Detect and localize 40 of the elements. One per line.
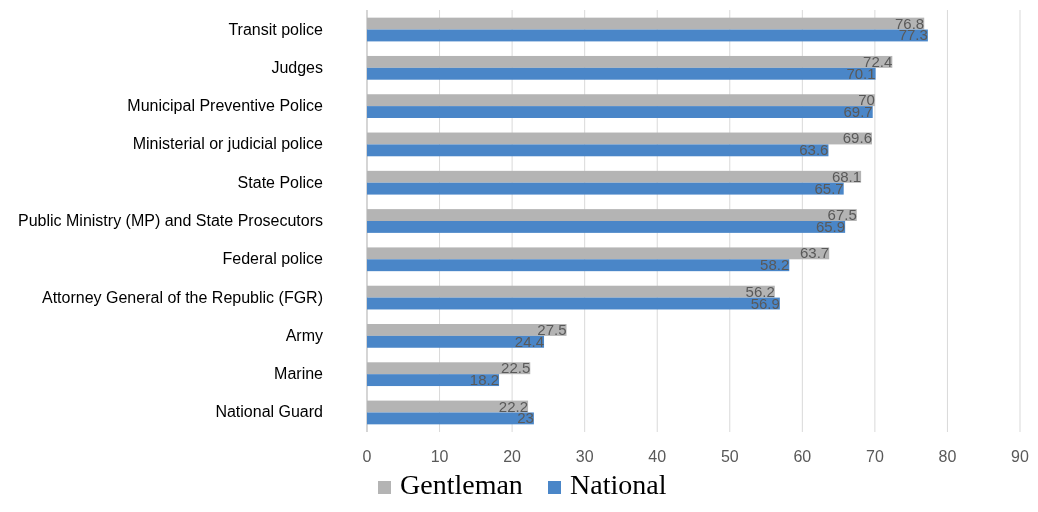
bar xyxy=(367,259,790,272)
x-tick-label: 60 xyxy=(793,448,812,465)
bar xyxy=(367,374,500,387)
legend-label: National xyxy=(570,469,667,500)
x-tick-label: 20 xyxy=(503,448,522,465)
x-tick-label: 30 xyxy=(575,448,594,465)
data-label: 22.5 xyxy=(501,359,531,377)
data-label: 18.2 xyxy=(469,371,500,389)
y-tick-label: State Police xyxy=(237,173,324,191)
x-tick-label: 50 xyxy=(720,448,739,465)
x-tick-label: 70 xyxy=(865,448,884,465)
y-tick-label: Public Ministry (MP) and State Prosecutors xyxy=(18,212,323,229)
x-tick-label: 10 xyxy=(430,448,449,465)
x-tick-label: 40 xyxy=(648,448,667,465)
bar xyxy=(367,182,844,195)
y-tick-label: Marine xyxy=(274,365,324,383)
y-tick-label: Transit police xyxy=(228,20,324,38)
bar xyxy=(367,29,928,42)
bar xyxy=(367,221,846,233)
data-label: 69.6 xyxy=(842,129,872,147)
bar xyxy=(367,412,534,425)
data-label: 58.2 xyxy=(760,256,790,274)
y-tick-label: National Guard xyxy=(215,403,323,421)
y-tick-label: Army xyxy=(285,326,323,344)
y-tick-label: Municipal Preventive Police xyxy=(127,97,324,115)
x-tick-label: 80 xyxy=(938,448,957,465)
x-tick-label: 90 xyxy=(1011,448,1029,465)
y-tick-label: Judges xyxy=(271,58,323,76)
bar xyxy=(367,144,829,157)
data-label: 56.2 xyxy=(745,282,775,300)
y-tick-label: Attorney General of the Republic (FGR) xyxy=(41,288,323,306)
data-label: 63.7 xyxy=(799,244,830,262)
bar xyxy=(367,335,545,348)
bar xyxy=(367,67,876,80)
legend-label: Gentleman xyxy=(400,469,523,500)
y-tick-label: Federal police xyxy=(222,250,324,268)
bar xyxy=(367,106,873,118)
data-label: 63.6 xyxy=(799,141,829,159)
y-tick-label: Ministerial or judicial police xyxy=(132,135,324,153)
x-tick-label: 0 xyxy=(362,448,372,465)
